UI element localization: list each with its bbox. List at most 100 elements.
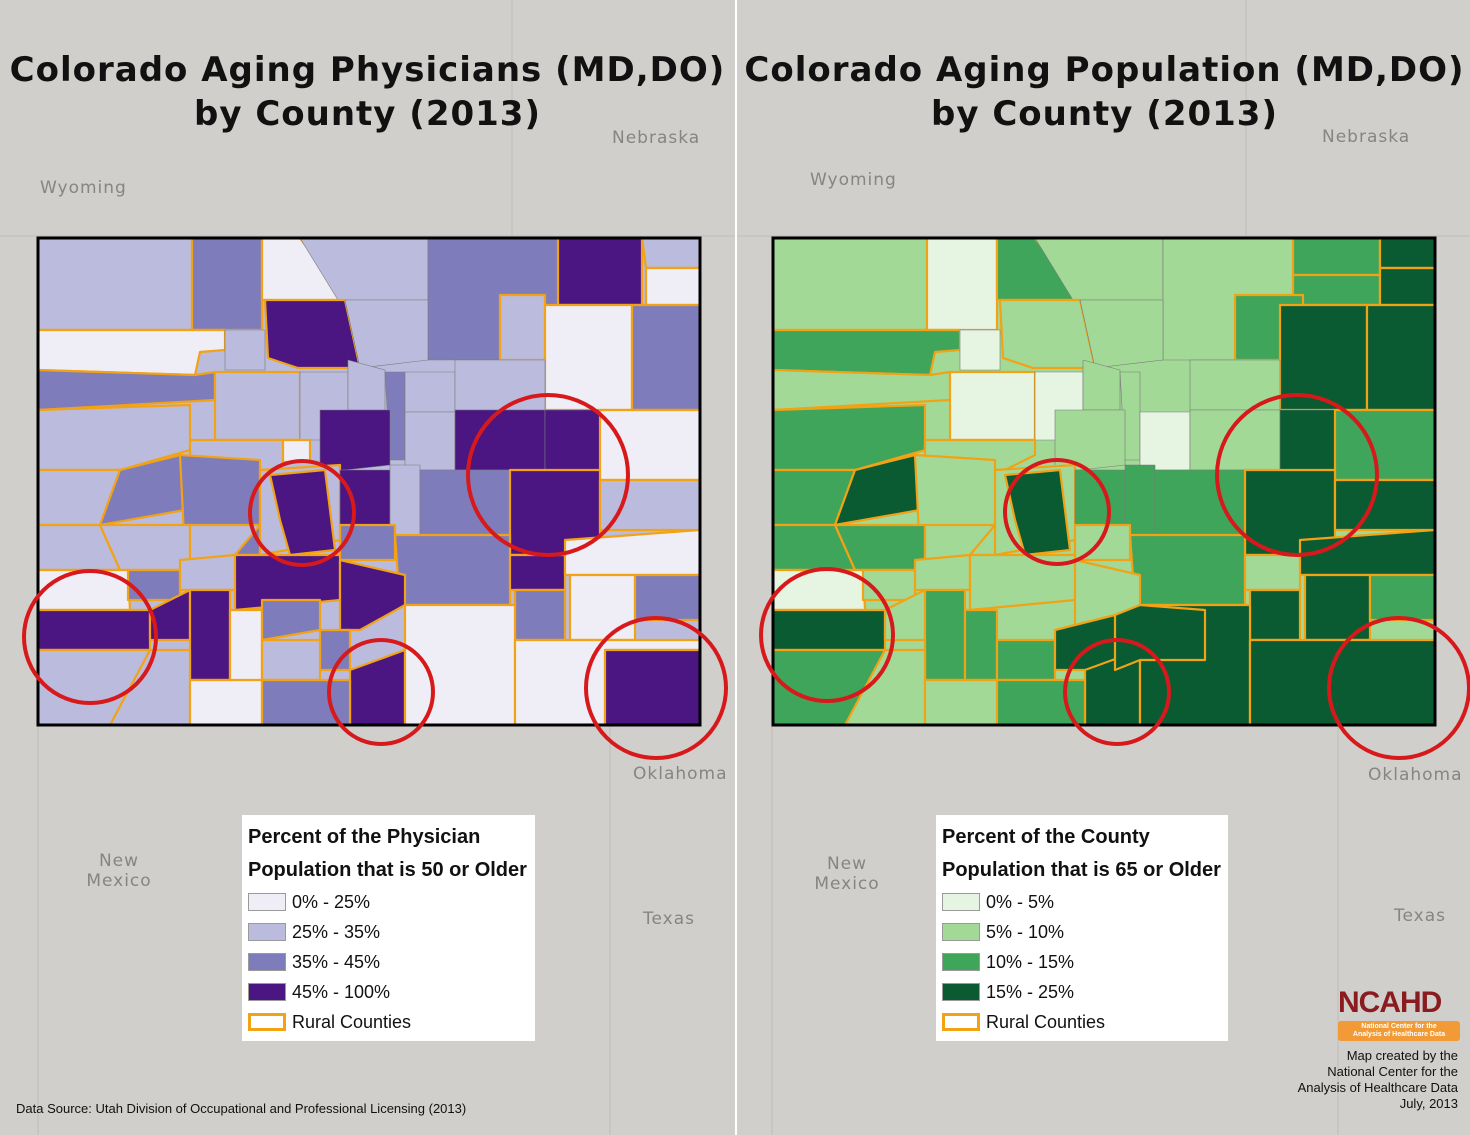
rural-county <box>1113 603 1207 672</box>
map1-title-line1: Colorado Aging Physicians (MD,DO) <box>9 50 726 90</box>
map1-legend-item: 0% - 25% <box>248 887 529 917</box>
rural-county <box>1333 478 1437 532</box>
rural-county <box>338 558 407 632</box>
rural-county <box>948 370 1037 442</box>
legend-swatch <box>942 953 980 971</box>
map1-legend-item: 45% - 100% <box>248 977 529 1007</box>
map2-label-texas: Texas <box>1394 906 1446 926</box>
ncahd-logo-band: National Center for the Analysis of Heal… <box>1338 1021 1460 1041</box>
rural-county <box>513 588 567 642</box>
rural-county <box>36 608 152 652</box>
rural-county <box>281 438 312 464</box>
highlight-circle <box>1063 638 1171 746</box>
highlight-circle <box>1215 393 1379 557</box>
map1-label-new-mexico-line2: Mexico <box>86 871 152 891</box>
ncahd-logo-band-line1: National Center for the <box>1361 1023 1437 1030</box>
county <box>339 469 391 526</box>
rural-county <box>1291 273 1382 307</box>
rural-county <box>1291 236 1382 277</box>
map1-legend-item: 25% - 35% <box>248 917 529 947</box>
colorado-population-map <box>759 236 1470 760</box>
map2-label-new-mexico-line2: Mexico <box>814 874 880 894</box>
rural-county <box>633 573 702 622</box>
legend-swatch-rural <box>248 1013 286 1031</box>
rural-county <box>403 603 517 727</box>
rural-county <box>923 588 967 682</box>
highlight-circle <box>584 616 728 760</box>
colorado-physicians-map <box>22 236 728 760</box>
rural-county <box>998 298 1097 370</box>
rural-county <box>1378 236 1437 270</box>
county <box>224 329 266 371</box>
rural-county <box>923 678 999 727</box>
map2-label-new-mexico: New Mexico <box>810 854 884 894</box>
county <box>1074 469 1126 526</box>
legend-swatch <box>248 983 286 1001</box>
rural-county <box>771 236 929 332</box>
county <box>959 329 1001 371</box>
map1-legend-item-rural: Rural Counties <box>248 1007 529 1037</box>
county <box>404 371 456 413</box>
map2-legend: Percent of the County Population that is… <box>936 815 1228 1041</box>
credit-line4: July, 2013 <box>1399 1096 1458 1111</box>
map2-label-wyoming: Wyoming <box>810 170 897 190</box>
highlight-circle <box>327 638 435 746</box>
county <box>544 409 601 471</box>
rural-county <box>925 236 999 332</box>
rural-county <box>36 236 194 332</box>
legend-label: 45% - 100% <box>292 981 391 1002</box>
rural-county <box>644 266 702 307</box>
rural-county <box>1368 573 1437 622</box>
county <box>1079 299 1164 369</box>
map1-label-oklahoma: Oklahoma <box>633 764 728 784</box>
rural-county <box>1128 533 1247 607</box>
legend-label: 0% - 25% <box>292 891 371 912</box>
rural-county <box>190 236 264 332</box>
rural-county <box>1378 266 1437 307</box>
rural-county <box>1243 553 1302 592</box>
legend-label: 5% - 10% <box>986 921 1065 942</box>
rural-county <box>260 638 322 682</box>
highlight-circle <box>1327 616 1470 760</box>
county <box>454 359 546 411</box>
ncahd-logo: NCAHD National Center for the Analysis o… <box>1338 988 1460 1041</box>
map1-title: Colorado Aging Physicians (MD,DO) by Cou… <box>0 48 735 136</box>
rural-county <box>178 553 237 592</box>
legend-label: 0% - 5% <box>986 891 1055 912</box>
county <box>404 411 456 471</box>
map-credit: Map created by the National Center for t… <box>1238 1048 1458 1112</box>
rural-county <box>36 328 227 377</box>
rural-county <box>508 553 567 592</box>
legend-swatch <box>942 923 980 941</box>
data-source-note: Data Source: Utah Division of Occupation… <box>16 1101 467 1116</box>
rural-county <box>598 408 702 482</box>
rural-county <box>598 478 702 532</box>
credit-line1: Map created by the <box>1346 1048 1458 1063</box>
map2-legend-title-line1: Percent of the County <box>942 826 1150 848</box>
map1-label-wyoming: Wyoming <box>40 178 127 198</box>
rural-county <box>603 648 702 727</box>
rural-county <box>995 638 1057 682</box>
map1-label-new-mexico-line1: New <box>98 851 140 871</box>
highlight-circle <box>759 567 895 703</box>
rural-county <box>498 293 547 362</box>
rural-county <box>213 370 302 442</box>
legend-label: 35% - 45% <box>292 951 381 972</box>
rural-county <box>1248 588 1302 642</box>
credit-line3: Analysis of Healthcare Data <box>1297 1080 1458 1095</box>
map2-legend-title-line2: Population that is 65 or Older <box>942 859 1221 881</box>
rural-county <box>1365 303 1437 412</box>
map1-legend-title-line1: Percent of the Physician <box>248 826 481 848</box>
county <box>344 299 429 369</box>
map2-legend-item: 0% - 5% <box>942 887 1222 917</box>
rural-county <box>568 573 637 642</box>
county <box>319 409 391 471</box>
colorado-border <box>771 236 1437 727</box>
rural-county <box>1333 408 1437 482</box>
rural-county <box>188 588 232 682</box>
map2-label-nebraska: Nebraska <box>1322 127 1411 147</box>
rural-county <box>771 608 887 652</box>
map1-title-line2: by County (2013) <box>193 94 542 134</box>
rural-county <box>268 468 337 557</box>
county <box>1189 409 1281 471</box>
